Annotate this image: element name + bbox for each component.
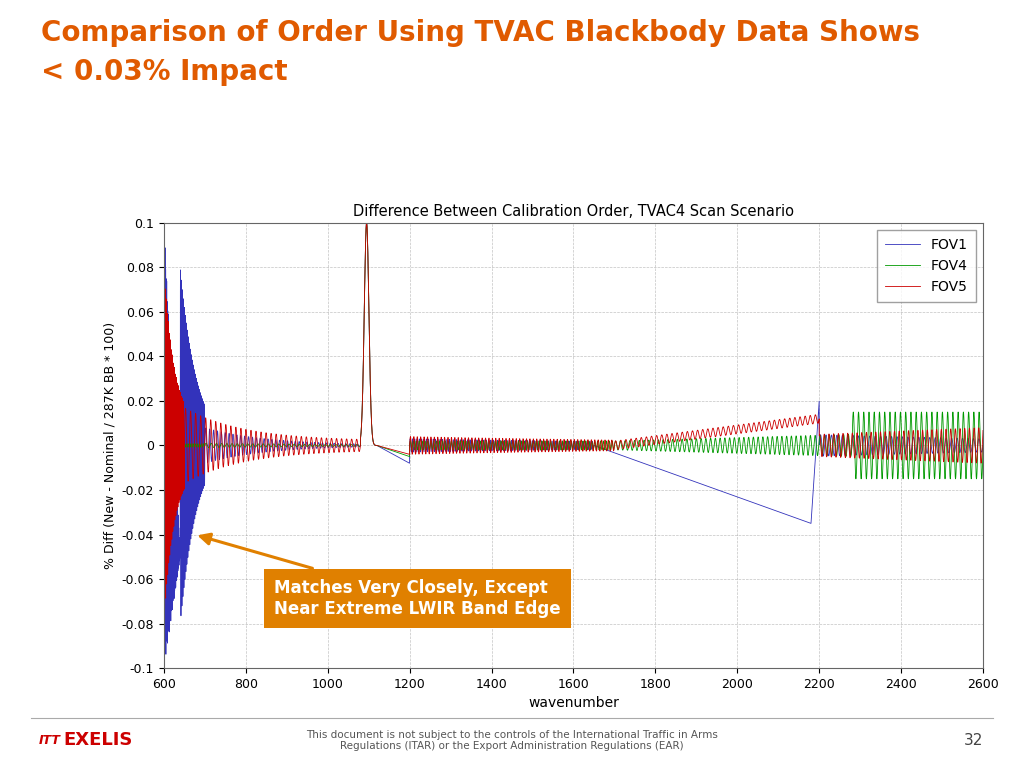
FOV5	[318, 447, 331, 456]
X-axis label: wavenumber: wavenumber	[528, 697, 618, 710]
FOV1	[934, 437, 946, 446]
Text: Comparison of Order Using TVAC Blackbody Data Shows: Comparison of Order Using TVAC Blackbody…	[41, 19, 920, 47]
Text: EXELIS: EXELIS	[63, 731, 133, 750]
FOV1	[207, 433, 219, 442]
Line: FOV1: FOV1	[164, 223, 983, 665]
FOV5	[558, 436, 570, 445]
Line: FOV5: FOV5	[164, 223, 983, 610]
FOV4	[158, 441, 170, 450]
FOV5	[360, 218, 373, 227]
FOV4	[934, 474, 946, 483]
FOV1	[158, 441, 170, 450]
FOV1	[318, 443, 331, 452]
Text: 32: 32	[964, 733, 983, 748]
Text: ITT: ITT	[39, 734, 60, 746]
FOV1	[191, 470, 204, 479]
FOV4	[207, 442, 219, 451]
FOV5	[162, 559, 174, 568]
FOV1	[158, 660, 170, 670]
FOV4	[977, 441, 989, 450]
FOV4	[191, 442, 204, 451]
FOV4	[318, 441, 331, 450]
FOV5	[158, 441, 170, 450]
FOV4	[360, 218, 373, 227]
Y-axis label: % Diff (New - Nominal / 287K BB * 100): % Diff (New - Nominal / 287K BB * 100)	[103, 322, 116, 569]
FOV1	[360, 218, 373, 227]
FOV5	[191, 469, 204, 478]
FOV1	[977, 441, 989, 450]
Legend: FOV1, FOV4, FOV5: FOV1, FOV4, FOV5	[877, 230, 976, 303]
Title: Difference Between Calibration Order, TVAC4 Scan Scenario: Difference Between Calibration Order, TV…	[353, 204, 794, 219]
Text: This document is not subject to the controls of the International Traffic in Arm: This document is not subject to the cont…	[306, 730, 718, 751]
FOV4	[976, 474, 988, 483]
FOV4	[162, 442, 174, 452]
Line: FOV4: FOV4	[164, 223, 983, 478]
FOV5	[159, 605, 171, 614]
FOV5	[934, 449, 946, 458]
FOV1	[558, 436, 570, 445]
FOV5	[207, 464, 219, 473]
FOV5	[977, 425, 989, 435]
Text: < 0.03% Impact: < 0.03% Impact	[41, 58, 288, 85]
Text: Matches Very Closely, Except
Near Extreme LWIR Band Edge: Matches Very Closely, Except Near Extrem…	[201, 535, 561, 618]
FOV4	[558, 443, 570, 452]
FOV1	[162, 567, 174, 576]
